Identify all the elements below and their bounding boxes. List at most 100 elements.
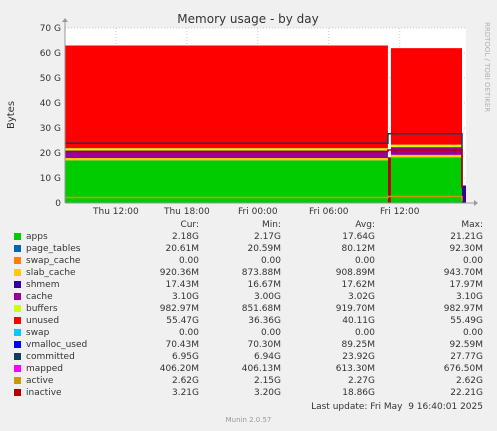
line-active (65, 195, 463, 202)
legend-swatch (14, 329, 21, 336)
legend-row-vmalloc-used: vmalloc_used 70.43M 70.30M 89.25M 92.59M (0, 339, 497, 351)
legend-swatch (14, 245, 21, 252)
y-tick-label: 60 G (40, 49, 61, 59)
legend-name: shmem (26, 280, 60, 290)
legend-avg: 17.64G (342, 232, 375, 242)
legend-swatch (14, 365, 21, 372)
legend-swatch (14, 317, 21, 324)
legend-row-unused: unused 55.47G 36.36G 40.11G 55.49G (0, 315, 497, 327)
legend-cur: 982.97M (159, 304, 199, 314)
munin-version: Munin 2.0.57 (225, 416, 272, 424)
legend-cur: 55.47G (166, 316, 199, 326)
x-tick-label: Thu 18:00 (163, 207, 210, 217)
legend-min: 3.00G (253, 292, 281, 302)
chart-title: Memory usage - by day (177, 12, 318, 26)
legend-swatch (14, 389, 21, 396)
y-tick-label: 20 G (40, 149, 61, 159)
legend-avg: 23.92G (342, 352, 375, 362)
legend-header-cur: Cur: (180, 220, 199, 230)
x-tick-label: Thu 12:00 (92, 207, 139, 217)
legend-min: 36.36G (248, 316, 281, 326)
memory-chart: Memory usage - by day Bytes 0 10 G 20 G 30 … (6, 12, 478, 217)
legend-avg: 89.25M (341, 340, 375, 350)
legend-cur: 0.00 (178, 328, 199, 338)
restart-spike (387, 157, 391, 203)
legend-cur: 20.61M (165, 244, 199, 254)
legend-row-active: active 2.62G 2.15G 2.27G 2.62G (0, 375, 497, 387)
legend-min: 851.68M (241, 304, 281, 314)
legend-row-apps: apps 2.18G 2.17G 17.64G 21.21G (0, 231, 497, 243)
legend-max: 3.10G (455, 292, 483, 302)
legend-cur: 0.00 (178, 256, 199, 266)
y-tick-label: 30 G (40, 124, 61, 134)
legend-swatch (14, 269, 21, 276)
legend-max: 0.00 (462, 328, 483, 338)
area-buffers-recent (390, 144, 462, 148)
legend-min: 6.94G (253, 352, 281, 362)
legend-min: 20.59M (247, 244, 281, 254)
area-slab-cache (65, 158, 388, 161)
legend-avg: 80.12M (341, 244, 375, 254)
y-axis-label: Bytes (6, 101, 17, 129)
legend-max: 0.00 (462, 256, 483, 266)
legend-name: cache (26, 292, 53, 302)
area-cache-recent (390, 147, 462, 155)
legend-max: 55.49G (450, 316, 483, 326)
legend-header: Cur: Min: Avg: Max: (0, 219, 497, 231)
legend-cur: 70.43M (165, 340, 199, 350)
rrdtool-credit: RRDTOOL / TOBI OETIKER (483, 22, 491, 113)
legend-max: 21.21G (450, 232, 483, 242)
legend-swatch (14, 257, 21, 264)
legend-row-committed: committed 6.95G 6.94G 23.92G 27.77G (0, 351, 497, 363)
legend-min: 2.15G (253, 376, 281, 386)
y-tick-label: 0 (55, 199, 61, 209)
legend-name: slab_cache (26, 268, 76, 278)
legend-min: 70.30M (247, 340, 281, 350)
legend-name: page_tables (26, 244, 81, 254)
legend-header-max: Max: (461, 220, 483, 230)
x-axis-arrow (474, 200, 478, 206)
legend-name: swap_cache (26, 256, 81, 266)
legend-avg: 17.62M (341, 280, 375, 290)
legend-row-shmem: shmem 17.43M 16.67M 17.62M 17.97M (0, 279, 497, 291)
legend-max: 92.59M (449, 340, 483, 350)
legend-table: Cur: Min: Avg: Max: apps 2.18G 2.17G 17.64G… (0, 219, 497, 399)
legend-min: 16.67M (247, 280, 281, 290)
legend-swatch (14, 293, 21, 300)
legend-min: 0.00 (260, 328, 281, 338)
legend-min: 406.13M (241, 364, 281, 374)
legend-cur: 3.10G (171, 292, 199, 302)
legend-cur: 3.21G (171, 388, 199, 398)
legend-header-avg: Avg: (355, 220, 375, 230)
legend-swatch (14, 233, 21, 240)
legend-name: committed (26, 352, 75, 362)
legend-swatch (14, 341, 21, 348)
legend-row-page-tables: page_tables 20.61M 20.59M 80.12M 92.30M (0, 243, 497, 255)
x-tick-label: Fri 12:00 (380, 207, 420, 217)
current-drop (462, 185, 466, 203)
legend-name: swap (26, 328, 50, 338)
legend-cur: 17.43M (165, 280, 199, 290)
legend-swatch (14, 377, 21, 384)
legend-row-inactive: inactive 3.21G 3.20G 18.86G 22.21G (0, 387, 497, 399)
legend-row-swap: swap 0.00 0.00 0.00 0.00 (0, 327, 497, 339)
legend-cur: 2.62G (171, 376, 199, 386)
legend-avg: 0.00 (354, 256, 375, 266)
legend-row-buffers: buffers 982.97M 851.68M 919.70M 982.97M (0, 303, 497, 315)
legend-cur: 6.95G (171, 352, 199, 362)
legend-name: buffers (26, 304, 58, 314)
legend-name: vmalloc_used (26, 340, 88, 350)
legend-max: 22.21G (450, 388, 483, 398)
legend-max: 676.50M (443, 364, 483, 374)
legend-avg: 40.11G (342, 316, 375, 326)
area-unused-recent (390, 48, 462, 145)
legend-name: active (26, 376, 54, 386)
legend-avg: 3.02G (347, 292, 375, 302)
legend-swatch (14, 305, 21, 312)
legend-name: apps (26, 232, 48, 242)
y-tick-label: 50 G (40, 74, 61, 84)
legend-max: 943.70M (443, 268, 483, 278)
legend-avg: 2.27G (347, 376, 375, 386)
legend-name: mapped (26, 364, 63, 374)
y-tick-label: 40 G (40, 99, 61, 109)
